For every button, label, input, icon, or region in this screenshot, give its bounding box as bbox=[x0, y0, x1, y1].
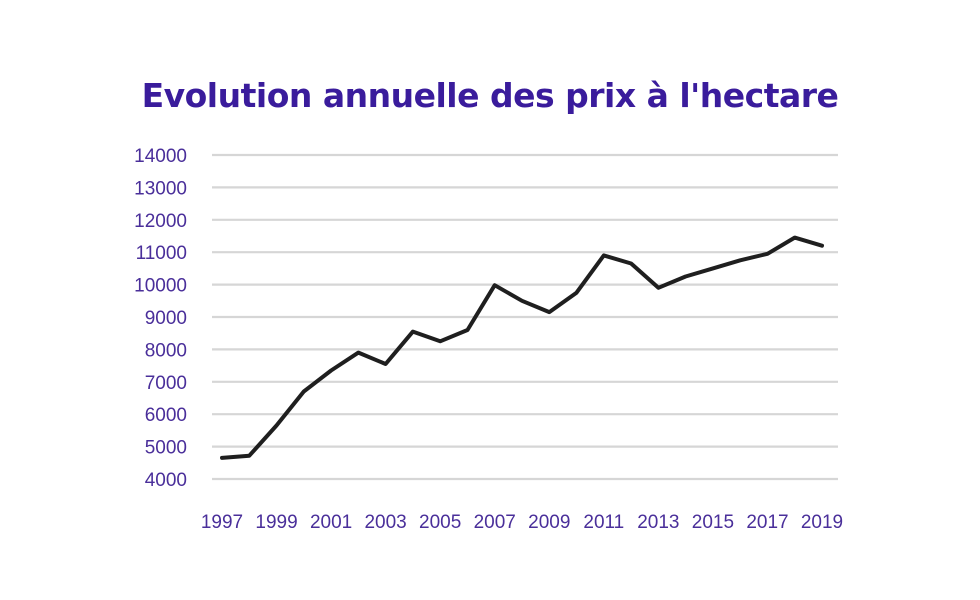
y-tick-label: 10000 bbox=[134, 276, 187, 297]
y-tick-label: 4000 bbox=[145, 470, 187, 491]
y-tick-label: 6000 bbox=[145, 405, 187, 426]
y-tick-label: 8000 bbox=[145, 340, 187, 361]
y-tick-label: 14000 bbox=[134, 146, 187, 167]
x-tick-label: 2007 bbox=[474, 512, 516, 533]
y-axis-ticks: 14000 13000 12000 11000 10000 9000 8000 7000 600… bbox=[134, 146, 187, 491]
x-tick-label: 2017 bbox=[746, 512, 788, 533]
x-tick-label: 1999 bbox=[255, 512, 297, 533]
chart-title: Evolution annuelle des prix à l'hectare bbox=[141, 76, 839, 115]
x-tick-label: 2013 bbox=[637, 512, 679, 533]
x-tick-label: 2009 bbox=[528, 512, 570, 533]
x-axis-ticks: 1997 1999 2001 2003 2005 2007 2009 2011 2013 2015… bbox=[201, 512, 843, 533]
x-tick-label: 2003 bbox=[364, 512, 406, 533]
gridlines bbox=[212, 153, 838, 481]
y-tick-label: 5000 bbox=[145, 438, 187, 459]
x-tick-label: 2011 bbox=[583, 512, 624, 533]
x-tick-label: 2015 bbox=[692, 512, 734, 533]
x-tick-label: 2005 bbox=[419, 512, 461, 533]
y-tick-label: 12000 bbox=[134, 211, 187, 232]
price-series-line bbox=[220, 235, 824, 460]
x-tick-label: 2001 bbox=[310, 512, 352, 533]
series-layer bbox=[220, 235, 824, 460]
y-tick-label: 7000 bbox=[145, 373, 187, 394]
x-tick-label: 1997 bbox=[201, 512, 243, 533]
y-tick-label: 9000 bbox=[145, 308, 187, 329]
y-tick-label: 11000 bbox=[136, 243, 187, 264]
y-tick-label: 13000 bbox=[134, 178, 187, 199]
x-tick-label: 2019 bbox=[801, 512, 843, 533]
